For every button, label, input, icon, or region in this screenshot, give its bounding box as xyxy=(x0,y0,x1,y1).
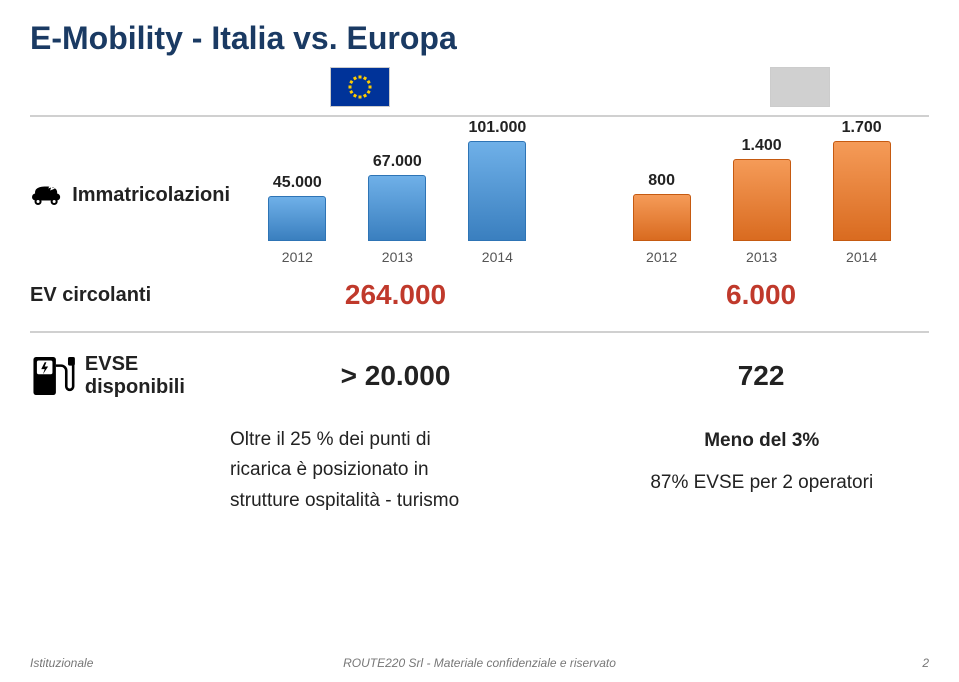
bar-value-label: 101.000 xyxy=(468,119,526,137)
bar xyxy=(468,141,526,241)
bar-wrap: 1.700 xyxy=(832,119,892,241)
year-label: 2014 xyxy=(832,249,892,265)
italy-note-line: 87% EVSE per 2 operatori xyxy=(595,467,930,499)
bar xyxy=(733,159,791,241)
italy-note: Meno del 3% 87% EVSE per 2 operatori xyxy=(595,425,930,516)
year-label: 2012 xyxy=(632,249,692,265)
eu-note-line: strutture ospitalità - turismo xyxy=(230,486,565,516)
footer-page-number: 2 xyxy=(922,656,929,670)
year-label: 2013 xyxy=(732,249,792,265)
eu-note-line: ricarica è posizionato in xyxy=(230,455,565,485)
eu-note-line: Oltre il 25 % dei punti di xyxy=(230,425,565,455)
row-registrations: Immatricolazioni 45.000 67.000 101.000 201… xyxy=(30,117,929,269)
flags-row xyxy=(330,67,929,107)
eu-note: Oltre il 25 % dei punti di ricarica è po… xyxy=(230,425,565,516)
bar-value-label: 67.000 xyxy=(373,153,422,171)
ev-circulating-label: EV circolanti xyxy=(30,284,228,307)
row-evse: EVSE disponibili > 20.000 722 xyxy=(30,333,929,419)
charging-station-icon xyxy=(30,351,75,401)
bar xyxy=(833,141,891,241)
bar-value-label: 800 xyxy=(648,172,675,190)
bar-wrap: 45.000 xyxy=(267,174,327,241)
row-label-registrations: Immatricolazioni xyxy=(30,175,230,265)
bar-wrap: 67.000 xyxy=(367,153,427,241)
evse-label-text: EVSE disponibili xyxy=(85,353,228,399)
eu-ev-circulating-value: 264.000 xyxy=(228,279,564,311)
bar-wrap: 800 xyxy=(632,172,692,241)
bar xyxy=(368,175,426,241)
italy-ev-circulating-value: 6.000 xyxy=(593,279,929,311)
year-label: 2013 xyxy=(367,249,427,265)
ev-car-icon xyxy=(30,175,62,215)
row-notes: Oltre il 25 % dei punti di ricarica è po… xyxy=(30,419,929,516)
footer-left: Istituzionale xyxy=(30,656,93,670)
registrations-label: Immatricolazioni xyxy=(72,184,230,207)
eu-evse-value: > 20.000 xyxy=(228,360,564,392)
bar xyxy=(268,196,326,241)
footer-center: ROUTE220 Srl - Materiale confidenziale e… xyxy=(343,656,616,670)
year-label: 2014 xyxy=(467,249,527,265)
page-title: E-Mobility - Italia vs. Europa xyxy=(30,20,929,57)
footer: Istituzionale ROUTE220 Srl - Materiale c… xyxy=(30,656,929,670)
italy-bar-chart: 8001.4001.700 201220132014 xyxy=(594,131,929,265)
italy-evse-value: 722 xyxy=(593,360,929,392)
bar-value-label: 45.000 xyxy=(273,174,322,192)
bar-wrap: 1.400 xyxy=(732,137,792,241)
bar-value-label: 1.700 xyxy=(842,119,882,137)
italy-note-line: Meno del 3% xyxy=(595,425,930,457)
bar xyxy=(633,194,691,241)
bar-value-label: 1.400 xyxy=(742,137,782,155)
row-ev-circulating: EV circolanti 264.000 6.000 xyxy=(30,269,929,325)
eu-flag-icon xyxy=(330,67,390,107)
evse-label: EVSE disponibili xyxy=(30,351,228,401)
eu-bar-chart: 45.00067.000101.000 201220132014 xyxy=(230,131,565,265)
bar-wrap: 101.000 xyxy=(467,119,527,241)
italy-flag-placeholder-icon xyxy=(770,67,830,107)
year-label: 2012 xyxy=(267,249,327,265)
